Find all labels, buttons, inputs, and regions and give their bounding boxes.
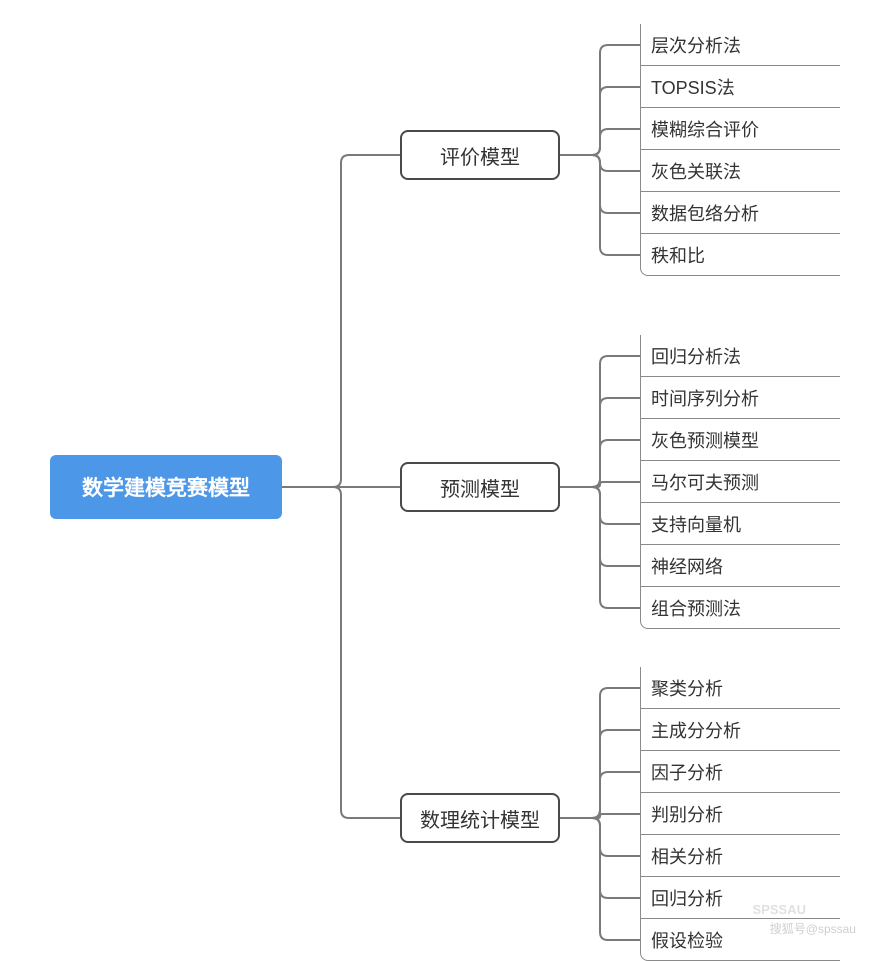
watermark-text: 搜狐号@spssau [770, 920, 856, 937]
leaf-node: TOPSIS法 [640, 66, 840, 108]
leaf-label: 假设检验 [651, 927, 723, 953]
leaf-label: 支持向量机 [651, 511, 741, 537]
leaf-node: 相关分析 [640, 835, 840, 877]
leaf-node: 回归分析 [640, 877, 840, 919]
branch-node-prediction: 预测模型 [400, 462, 560, 512]
leaf-label: 数据包络分析 [651, 200, 759, 226]
leaf-node: 灰色关联法 [640, 150, 840, 192]
leaf-label: 灰色关联法 [651, 158, 741, 184]
leaf-label: 因子分析 [651, 759, 723, 785]
leaf-node: 回归分析法 [640, 335, 840, 377]
leaf-label: TOPSIS法 [651, 74, 735, 100]
leaf-label: 神经网络 [651, 553, 723, 579]
leaf-node: 层次分析法 [640, 24, 840, 66]
branch-node-statistics: 数理统计模型 [400, 793, 560, 843]
leaf-label: 回归分析 [651, 885, 723, 911]
leaf-node: 模糊综合评价 [640, 108, 840, 150]
leaf-node: 组合预测法 [640, 587, 840, 629]
branch-node-evaluation: 评价模型 [400, 130, 560, 180]
leaf-node: 神经网络 [640, 545, 840, 587]
leaf-node: 主成分分析 [640, 709, 840, 751]
leaf-node: 支持向量机 [640, 503, 840, 545]
leaf-node: 因子分析 [640, 751, 840, 793]
leaf-label: 马尔可夫预测 [651, 469, 759, 495]
leaf-label: 相关分析 [651, 843, 723, 869]
leaf-node: 时间序列分析 [640, 377, 840, 419]
leaf-label: 组合预测法 [651, 595, 741, 621]
watermark-logo: SPSSAU [753, 902, 806, 917]
root-node: 数学建模竞赛模型 [50, 455, 282, 519]
leaf-label: 聚类分析 [651, 675, 723, 701]
branch-label: 数理统计模型 [420, 804, 540, 833]
leaf-label: 回归分析法 [651, 343, 741, 369]
leaf-label: 主成分分析 [651, 717, 741, 743]
leaf-node: 灰色预测模型 [640, 419, 840, 461]
leaf-label: 时间序列分析 [651, 385, 759, 411]
leaf-node: 判别分析 [640, 793, 840, 835]
leaf-label: 灰色预测模型 [651, 427, 759, 453]
branch-label: 评价模型 [440, 141, 520, 170]
leaf-label: 模糊综合评价 [651, 116, 759, 142]
leaf-node: 马尔可夫预测 [640, 461, 840, 503]
leaf-label: 秩和比 [651, 242, 705, 268]
leaf-node: 秩和比 [640, 234, 840, 276]
leaf-node: 聚类分析 [640, 667, 840, 709]
leaf-label: 层次分析法 [651, 32, 741, 58]
leaf-node: 数据包络分析 [640, 192, 840, 234]
leaf-label: 判别分析 [651, 801, 723, 827]
branch-label: 预测模型 [440, 473, 520, 502]
root-label: 数学建模竞赛模型 [82, 472, 250, 502]
